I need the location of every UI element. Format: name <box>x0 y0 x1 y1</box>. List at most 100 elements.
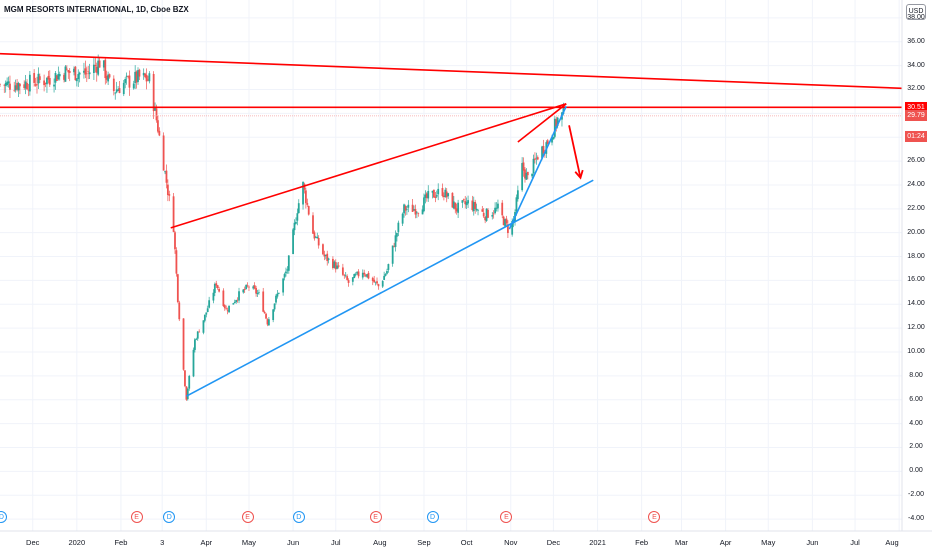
candle-body <box>286 269 289 271</box>
candle-body <box>282 278 285 293</box>
candle-body <box>226 310 229 312</box>
candle-body <box>507 224 509 234</box>
candle-body <box>346 276 349 280</box>
candle-body <box>265 313 267 319</box>
candle-body <box>411 204 414 212</box>
y-tick-label: 12.00 <box>907 324 925 332</box>
candle-body <box>374 281 377 283</box>
y-tick-label: 26.00 <box>907 157 925 165</box>
candle-body <box>351 277 354 282</box>
candle-body <box>431 190 434 193</box>
candle-body <box>326 253 329 262</box>
candle-body <box>435 195 438 197</box>
candle-body <box>341 267 344 275</box>
candle-body <box>213 283 216 293</box>
candle-body <box>381 280 384 287</box>
candle-body <box>47 75 50 80</box>
candle-body <box>344 275 347 277</box>
candle-body <box>494 207 497 214</box>
candle-body <box>524 169 526 179</box>
candle-body <box>28 74 31 92</box>
candle-body <box>85 73 88 75</box>
candle-body <box>354 274 357 276</box>
candle-body <box>322 244 324 255</box>
x-tick-label: Jul <box>330 538 341 547</box>
candle-body <box>405 209 408 210</box>
candle-body <box>0 84 1 86</box>
candle-body <box>484 216 487 221</box>
candle-body <box>501 202 504 216</box>
candle-body <box>78 72 81 75</box>
candle-body <box>387 264 390 270</box>
earnings-marker[interactable]: E <box>241 511 254 523</box>
candle-body <box>148 73 151 82</box>
candle-body <box>505 218 508 224</box>
candle-body <box>356 271 359 274</box>
price-axis-label: 30.51 <box>905 101 927 113</box>
y-tick-label: 14.00 <box>907 300 925 308</box>
candle-body <box>283 274 286 278</box>
x-tick-label: Dec <box>546 538 561 547</box>
candle-body <box>285 271 287 274</box>
candle-body <box>536 157 539 160</box>
candle-body <box>423 197 425 212</box>
candle-body <box>38 76 41 80</box>
y-tick-label: -2.00 <box>908 491 924 499</box>
candle-body <box>105 75 108 80</box>
earnings-marker[interactable]: E <box>369 511 382 523</box>
candle-body <box>223 305 226 309</box>
candle-body <box>445 191 448 198</box>
candle-body <box>88 72 91 75</box>
candle-body <box>546 140 549 145</box>
candle-body <box>164 171 166 173</box>
candle-body <box>94 65 97 67</box>
candle-body <box>87 71 90 73</box>
candle-body <box>218 288 220 292</box>
candle-body <box>92 64 95 73</box>
earnings-marker[interactable]: E <box>130 511 143 523</box>
candle-body <box>83 70 85 73</box>
candle-body <box>33 73 36 83</box>
candle-body <box>162 135 165 171</box>
price-axis-label: 29.79 <box>905 110 927 122</box>
candle-body <box>24 81 27 89</box>
dividend-marker[interactable]: D <box>163 511 176 523</box>
candle-body <box>521 163 524 191</box>
candle-body <box>492 213 495 215</box>
candle-body <box>407 204 410 208</box>
earnings-marker[interactable]: E <box>648 511 661 523</box>
currency-button[interactable]: USD <box>906 4 926 20</box>
candle-body <box>232 303 235 305</box>
candle-body <box>553 118 556 137</box>
candle-body <box>135 71 138 83</box>
candle-body <box>84 68 87 75</box>
candle-body <box>353 273 356 279</box>
y-tick-label: 20.00 <box>907 228 925 236</box>
candle-body <box>404 206 407 211</box>
candle-body <box>256 293 259 295</box>
candle-body <box>54 72 57 83</box>
x-tick-label: Oct <box>460 538 473 547</box>
candle-body <box>534 158 536 160</box>
dividend-marker[interactable]: D <box>426 511 439 523</box>
earnings-marker[interactable]: E <box>500 511 513 523</box>
candle-body <box>222 290 225 307</box>
candle-body <box>272 309 275 321</box>
dividend-marker[interactable]: D <box>292 511 305 523</box>
candle-body <box>3 84 6 86</box>
candle-body <box>253 285 256 289</box>
candle-body <box>17 83 20 91</box>
candle-body <box>13 90 16 91</box>
candle-body <box>44 82 47 84</box>
down-arrow-shaft <box>568 125 582 178</box>
candle-body <box>441 188 444 196</box>
x-tick-label: Apr <box>719 538 732 547</box>
candle-body <box>186 388 189 400</box>
candle-body <box>393 246 395 247</box>
candle-body <box>475 208 478 211</box>
candle-body <box>134 71 137 83</box>
candle-body <box>296 213 299 221</box>
y-tick-label: 8.00 <box>909 371 923 379</box>
candle-body <box>511 221 514 235</box>
